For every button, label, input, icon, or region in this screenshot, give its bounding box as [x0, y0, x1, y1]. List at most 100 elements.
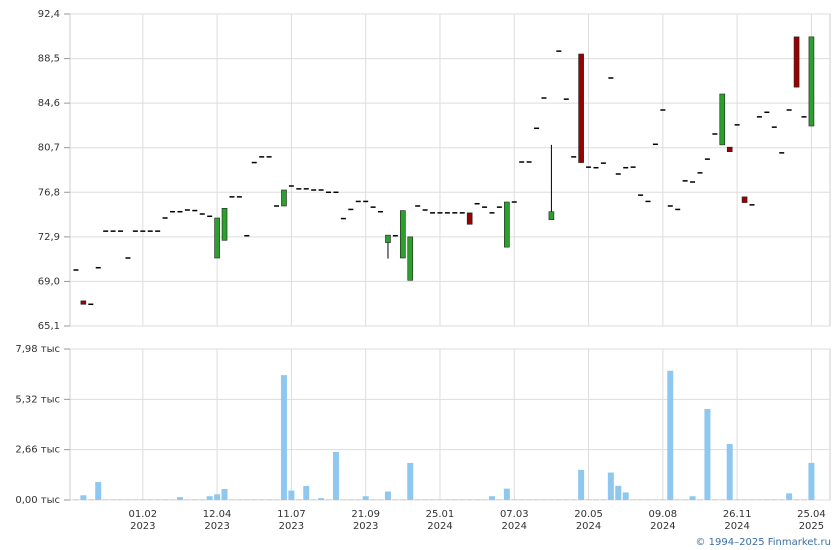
volume-bar — [362, 496, 369, 500]
volume-bar — [459, 499, 466, 500]
volume-bar — [496, 499, 503, 500]
volume-bar — [243, 499, 250, 500]
volume-bar — [689, 496, 696, 500]
x-tick-label: 21.09 2023 — [351, 509, 380, 532]
volume-bar — [370, 499, 377, 500]
volume-bar — [162, 499, 169, 500]
volume-bar — [637, 499, 644, 500]
volume-bar — [280, 375, 287, 500]
y-tick-label: 88,5 — [38, 54, 60, 65]
candle-body — [726, 146, 733, 153]
volume-bar — [102, 499, 109, 500]
volume-bar — [221, 489, 228, 500]
candle-body — [548, 211, 555, 221]
volume-bar — [139, 499, 146, 500]
volume-bar — [786, 493, 793, 500]
volume-bar — [600, 499, 607, 500]
volume-bar — [303, 485, 310, 500]
volume-bar — [124, 499, 131, 500]
volume-bar — [236, 499, 243, 500]
volume-bar — [228, 499, 235, 500]
y-tick-label: 69,0 — [38, 276, 60, 287]
candle-body — [719, 93, 726, 146]
candle-body — [214, 217, 220, 259]
x-tick-label: 11.07 2023 — [277, 509, 306, 532]
volume-bar — [615, 485, 622, 500]
volume-bar — [444, 499, 451, 500]
volume-bar — [95, 482, 102, 500]
volume-bar — [734, 499, 741, 500]
x-tick-label: 12.04 2023 — [203, 509, 232, 532]
volume-bar — [592, 499, 599, 500]
volume-bar — [748, 499, 755, 500]
volume-bar — [808, 462, 815, 500]
y-tick-label: 72,9 — [38, 232, 60, 243]
volume-bar — [466, 499, 473, 500]
volume-bar — [644, 499, 651, 500]
volume-bar — [258, 499, 265, 500]
volume-bar — [682, 499, 689, 500]
volume-bar — [273, 499, 280, 500]
candle-body — [281, 189, 287, 207]
candle-body — [741, 196, 748, 203]
candle-body — [407, 236, 414, 281]
volume-bar — [72, 499, 79, 500]
volume-bar — [674, 499, 681, 500]
volume-bar — [325, 499, 332, 500]
volume-bar — [355, 499, 362, 500]
candle-body — [466, 212, 473, 225]
volume-bar — [563, 499, 570, 500]
volume-bar — [199, 499, 206, 500]
y-tick-label: 84,6 — [38, 98, 60, 109]
volume-bar — [726, 443, 733, 500]
volume-bar — [540, 499, 547, 500]
volume-bar — [147, 499, 154, 500]
volume-bar — [206, 496, 213, 500]
volume-bar — [384, 491, 391, 500]
x-tick-label: 25.01 2024 — [426, 509, 455, 532]
volume-bar — [696, 499, 703, 500]
volume-bar — [526, 499, 533, 500]
volume-bar — [481, 499, 488, 500]
volume-bar — [80, 495, 87, 500]
volume-bar — [347, 499, 354, 500]
volume-bar — [622, 492, 629, 500]
volume-bar — [332, 451, 339, 500]
volume-bar — [555, 499, 562, 500]
volume-bar — [132, 499, 139, 500]
volume-bar — [763, 499, 770, 500]
y-tick-label: 7,98 тыс — [15, 344, 60, 355]
volume-bar — [451, 499, 458, 500]
volume-bar — [793, 499, 800, 500]
candle-body — [385, 234, 391, 243]
candle-body — [793, 36, 800, 88]
y-tick-label: 2,66 тыс — [15, 445, 60, 456]
candle-body — [578, 53, 584, 163]
volume-bar — [176, 497, 183, 500]
volume-bar — [474, 499, 481, 500]
x-tick-label: 09.08 2024 — [649, 509, 678, 532]
volume-bar — [399, 499, 406, 500]
volume-bar — [184, 499, 191, 500]
volume-bar — [392, 499, 399, 500]
candle-body — [221, 207, 228, 241]
volume-bar — [422, 499, 429, 500]
volume-bar — [630, 499, 637, 500]
volume-bar — [607, 472, 614, 500]
volume-bar — [533, 499, 540, 500]
volume-bar — [570, 499, 577, 500]
volume-bar — [652, 499, 659, 500]
volume-bar — [659, 499, 666, 500]
volume-bar — [318, 498, 325, 500]
volume-bar — [407, 462, 414, 500]
volume-bar — [87, 499, 94, 500]
volume-bar — [295, 499, 302, 500]
y-tick-label: 76,8 — [38, 187, 60, 198]
volume-bar — [266, 499, 273, 500]
volume-bar — [800, 499, 807, 500]
plot-area — [69, 13, 831, 327]
candle-body — [80, 300, 87, 305]
volume-bar — [585, 499, 592, 500]
volume-bar — [719, 499, 726, 500]
